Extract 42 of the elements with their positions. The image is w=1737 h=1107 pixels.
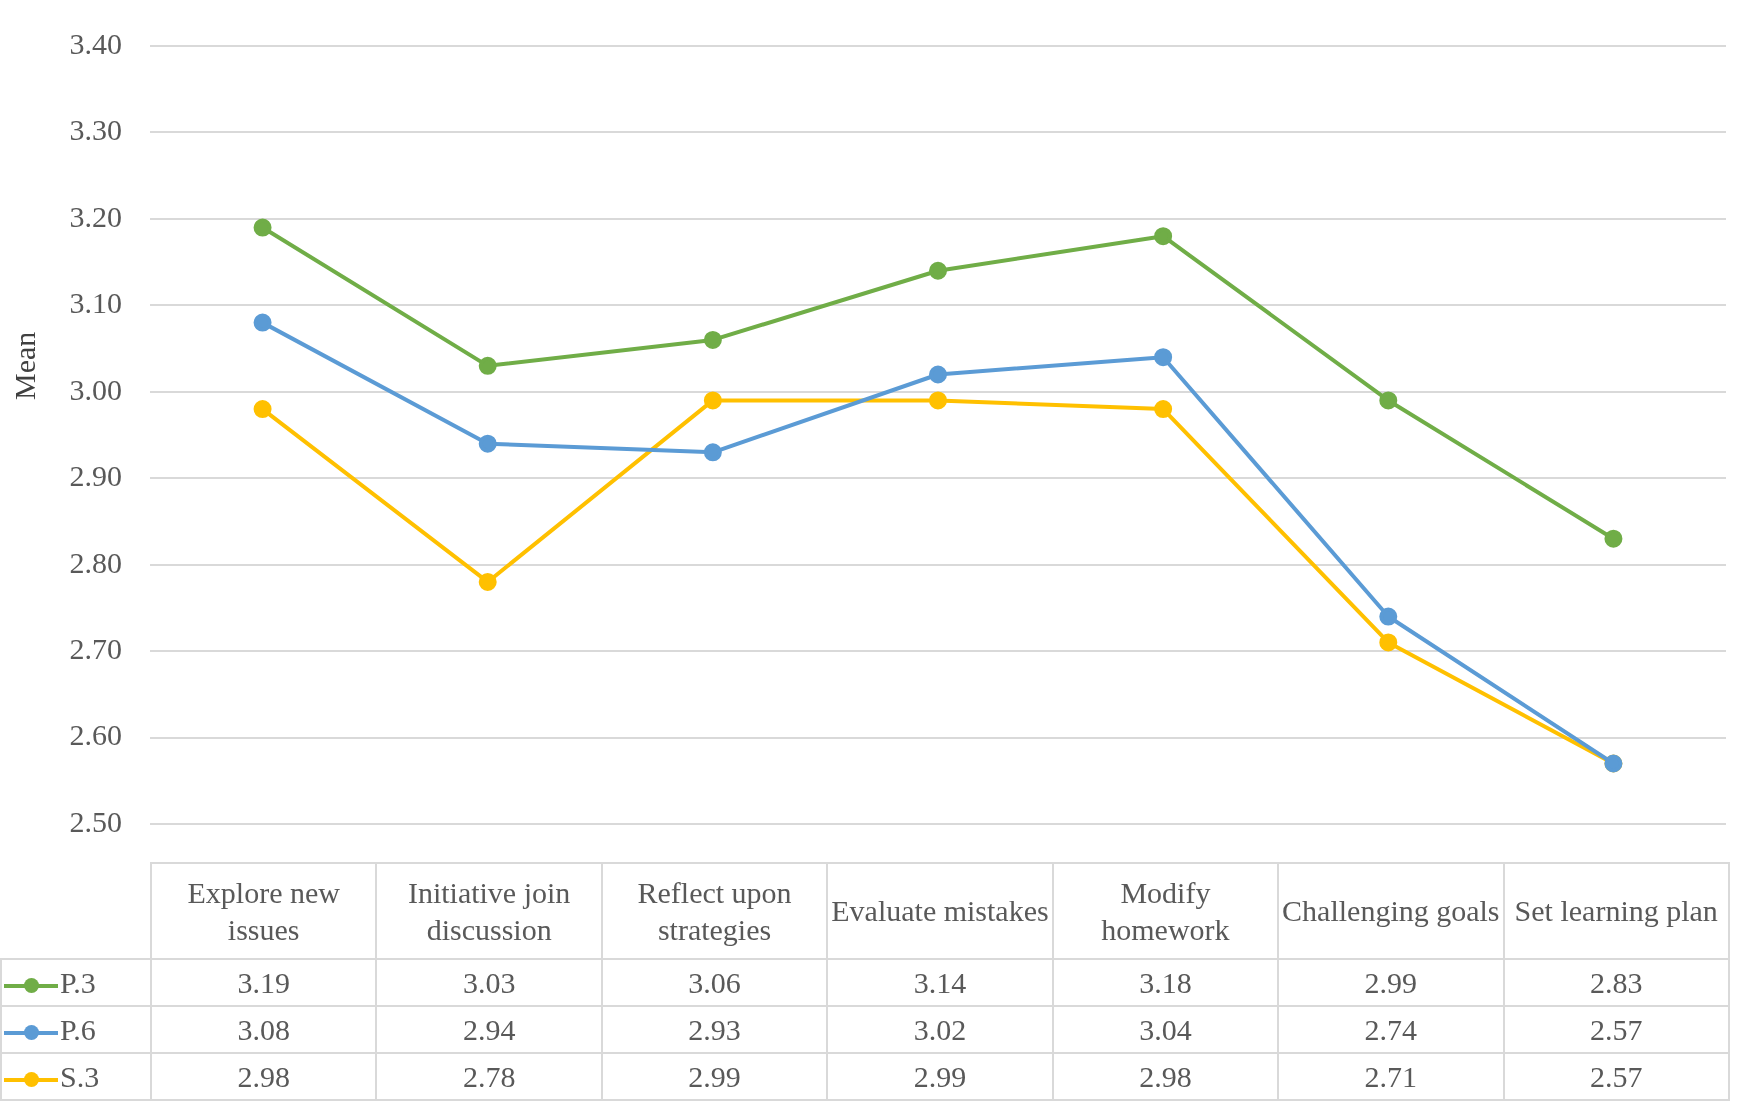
y-tick-label: 2.50 [69,804,122,838]
y-tick-label: 2.70 [69,631,122,665]
data-label: 3.04 [1052,1006,1279,1053]
legend-label: S.3 [1,1053,151,1100]
y-tick-label: 2.60 [69,718,122,752]
legend-label: P.6 [1,1006,151,1053]
data-label: 2.57 [1503,1053,1729,1100]
x-tick-label: Initiative join discussion [376,863,602,959]
x-tick-label: Reflect upon strategies [601,863,828,959]
data-label: 3.18 [1052,959,1279,1006]
data-label: 3.02 [827,1006,1053,1053]
data-label: 2.94 [376,1006,602,1053]
data-label: 2.57 [1503,1006,1729,1053]
data-label: 2.93 [601,1006,828,1053]
y-tick-label: 3.40 [69,26,122,60]
y-tick-label: 2.80 [69,545,122,579]
y-tick-label: 3.20 [69,199,122,233]
data-label: 3.14 [827,959,1053,1006]
legend-label: P.3 [1,959,151,1006]
x-tick-label: Explore new issues [151,863,377,959]
data-label: 2.98 [1052,1053,1279,1100]
data-label: 2.74 [1278,1006,1504,1053]
data-label: 3.19 [151,959,377,1006]
y-tick-label: 3.00 [69,372,122,406]
data-label: 2.83 [1503,959,1729,1006]
y-axis-title: Mean [8,331,42,400]
data-label: 2.99 [601,1053,828,1100]
data-label: 3.08 [151,1006,377,1053]
data-label: 3.03 [376,959,602,1006]
x-tick-label: Evaluate mistakes [827,863,1053,959]
data-label: 2.71 [1278,1053,1504,1100]
x-tick-label: Modify homework [1052,863,1279,959]
data-label: 2.99 [827,1053,1053,1100]
data-label: 2.78 [376,1053,602,1100]
data-label: 2.99 [1278,959,1504,1006]
y-tick-label: 3.10 [69,286,122,320]
data-label: 2.98 [151,1053,377,1100]
x-tick-label: Set learning plan [1503,863,1729,959]
y-tick-label: 2.90 [69,459,122,493]
x-tick-label: Challenging goals [1278,863,1504,959]
data-label: 3.06 [601,959,828,1006]
y-tick-label: 3.30 [69,113,122,147]
